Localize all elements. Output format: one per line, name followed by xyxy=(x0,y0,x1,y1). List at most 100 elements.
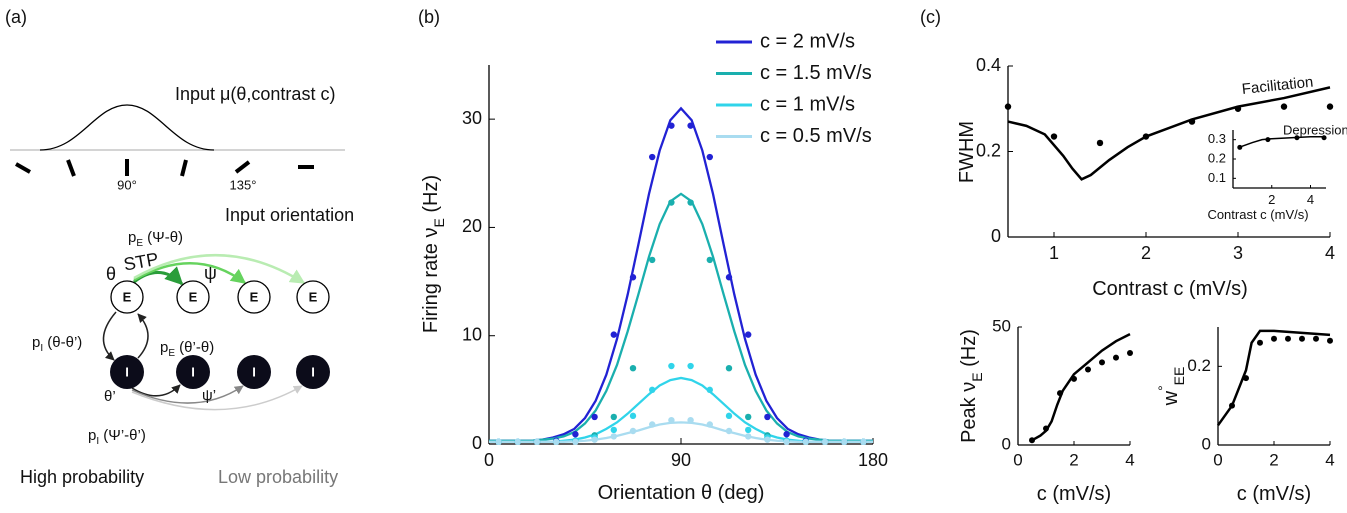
marker xyxy=(841,438,848,446)
tick-label: 135° xyxy=(230,177,257,192)
marker xyxy=(1050,133,1058,140)
marker xyxy=(668,416,675,424)
label-part: ° xyxy=(1155,385,1171,391)
marker xyxy=(1085,366,1091,373)
orientation-label: Input orientation xyxy=(225,205,354,225)
marker xyxy=(687,416,694,424)
y-tick-label: 0.3 xyxy=(1208,131,1226,146)
line xyxy=(489,376,873,443)
marker xyxy=(668,122,675,129)
marker xyxy=(610,331,617,338)
x-tick-label: 4 xyxy=(1325,451,1334,470)
tick-label: 90° xyxy=(117,177,137,192)
marker xyxy=(629,365,637,372)
marker xyxy=(668,199,675,206)
line xyxy=(1031,332,1131,442)
x-tick-label: 2 xyxy=(1141,243,1151,263)
node-label: I xyxy=(311,364,315,379)
line xyxy=(1216,329,1331,427)
x-axis-label: Contrast c (mV/s) xyxy=(1092,278,1248,300)
x-tick-label: 4 xyxy=(1307,192,1314,207)
marker xyxy=(687,362,694,370)
y-tick-label: 0 xyxy=(472,433,482,453)
label-part: w xyxy=(1160,390,1182,406)
marker xyxy=(745,426,752,434)
line xyxy=(1238,136,1326,149)
line xyxy=(489,421,873,443)
connection xyxy=(133,266,184,286)
line xyxy=(489,192,873,442)
marker xyxy=(1113,354,1119,361)
legend-label: c = 1.5 mV/s xyxy=(760,62,872,84)
node-label: I xyxy=(125,364,129,379)
marker xyxy=(706,153,713,161)
connection xyxy=(102,311,117,361)
y-axis-label: FWHM xyxy=(956,121,978,183)
panel-label: (c) xyxy=(920,7,941,27)
marker xyxy=(821,438,829,446)
node-label: E xyxy=(250,289,259,304)
x-tick-label: 1 xyxy=(1049,243,1059,263)
label-part: Contrast c (mV/s) xyxy=(1207,207,1308,222)
y-tick-label: 0.2 xyxy=(976,140,1001,160)
marker xyxy=(1099,359,1105,366)
marker xyxy=(745,413,752,421)
marker xyxy=(1237,144,1243,150)
label-part: c (mV/s) xyxy=(1037,483,1111,505)
y-axis-label: Peak νE (Hz) xyxy=(958,329,984,443)
label-part: EE xyxy=(1171,367,1187,386)
node-label: I xyxy=(191,364,195,379)
marker xyxy=(860,438,867,446)
x-axis-label: Orientation θ (deg) xyxy=(598,482,765,504)
marker xyxy=(1127,349,1133,356)
legend-label: Low probability xyxy=(218,467,338,487)
legend-label: c = 1 mV/s xyxy=(760,93,855,115)
connection xyxy=(131,384,181,397)
y-tick-label: 50 xyxy=(992,316,1011,335)
connection-label: pE (Ψ-θ) xyxy=(128,229,183,249)
node-label: E xyxy=(189,289,198,304)
marker xyxy=(1326,103,1334,110)
marker xyxy=(591,436,598,443)
theta-prime-label: θ’ xyxy=(104,388,116,405)
orientation-bars xyxy=(15,159,314,177)
i-nodes: I I I I xyxy=(110,355,330,389)
connection-label: pI (Ψ’-θ’) xyxy=(88,427,146,447)
x-tick-label: 0 xyxy=(1213,451,1222,470)
node-label: E xyxy=(309,289,318,304)
label-part: E xyxy=(431,218,447,227)
input-curve xyxy=(39,104,215,151)
marker xyxy=(629,412,637,420)
connection xyxy=(133,254,306,285)
marker xyxy=(1257,339,1263,346)
legend-label: High probability xyxy=(20,467,144,487)
marker xyxy=(1234,105,1242,112)
marker xyxy=(764,436,771,443)
label-part: (Hz) xyxy=(420,175,442,218)
x-tick-label: 0 xyxy=(1013,451,1022,470)
y-tick-label: 10 xyxy=(462,324,482,344)
marker xyxy=(495,438,502,446)
marker xyxy=(687,122,694,129)
marker xyxy=(514,438,521,446)
node-label: E xyxy=(123,289,132,304)
marker xyxy=(553,438,560,446)
marker xyxy=(610,413,617,421)
y-tick-label: 0.2 xyxy=(1208,150,1226,165)
marker xyxy=(1188,118,1196,125)
connection xyxy=(131,385,303,411)
marker xyxy=(572,438,579,446)
label-part: Peak ν xyxy=(958,382,980,443)
marker xyxy=(706,421,713,428)
inset-title: Depression xyxy=(1283,122,1347,137)
theta-label: θ xyxy=(106,264,116,284)
marker xyxy=(706,256,713,264)
marker xyxy=(610,433,617,440)
x-tick-label: 2 xyxy=(1269,451,1278,470)
marker xyxy=(1280,103,1288,110)
psi-prime-label: ψ’ xyxy=(202,387,216,404)
e-nodes: E E E E xyxy=(110,280,330,314)
marker xyxy=(1229,402,1235,409)
x-tick-label: 4 xyxy=(1125,451,1134,470)
marker xyxy=(649,256,656,264)
